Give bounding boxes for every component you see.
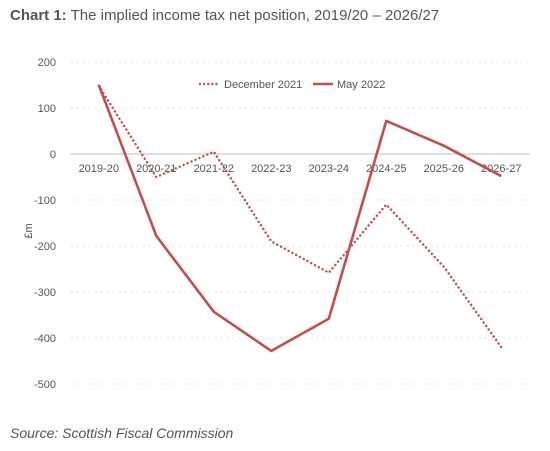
- data-point: [443, 145, 445, 147]
- x-tick-label: 2025-26: [424, 163, 464, 175]
- y-tick-label: -500: [34, 379, 56, 391]
- series-line-1: [97, 84, 503, 349]
- y-tick-label: -200: [34, 241, 56, 253]
- data-point: [270, 350, 272, 352]
- data-point: [328, 271, 330, 273]
- source-note: Source: Scottish Fiscal Commission: [10, 425, 234, 441]
- legend-label: December 2021: [224, 79, 302, 91]
- x-tick-label: 2023-24: [309, 163, 349, 175]
- y-tick-label: -300: [34, 287, 56, 299]
- legend-label: May 2022: [337, 79, 385, 91]
- data-point: [443, 266, 445, 268]
- data-point: [500, 175, 502, 177]
- data-point: [213, 311, 215, 313]
- data-point: [213, 151, 215, 153]
- data-point: [328, 317, 330, 319]
- y-tick-label: 200: [38, 57, 56, 69]
- series-line-2: [97, 84, 502, 353]
- y-tick-label: 100: [38, 103, 56, 115]
- data-point: [270, 240, 272, 242]
- chart-title: Chart 1: The implied income tax net posi…: [10, 7, 439, 24]
- data-point: [385, 120, 387, 122]
- x-tick-label: 2021-22: [194, 163, 234, 175]
- data-point: [155, 235, 157, 237]
- x-tick-label: 2022-23: [251, 163, 291, 175]
- x-tick-label: 2019-20: [79, 163, 119, 175]
- y-axis-label: £m: [23, 223, 35, 238]
- y-tick-label: -100: [34, 195, 56, 207]
- data-point: [98, 84, 100, 86]
- data-point: [500, 346, 502, 348]
- chart-number: Chart 1:: [10, 7, 67, 24]
- data-point: [155, 176, 157, 178]
- y-tick-label: -400: [34, 333, 56, 345]
- chart-title-text: The implied income tax net position, 201…: [70, 7, 440, 24]
- x-tick-label: 2024-25: [366, 163, 406, 175]
- y-tick-label: 0: [50, 149, 56, 161]
- data-point: [385, 203, 387, 205]
- x-tick-label: 2020-21: [136, 163, 176, 175]
